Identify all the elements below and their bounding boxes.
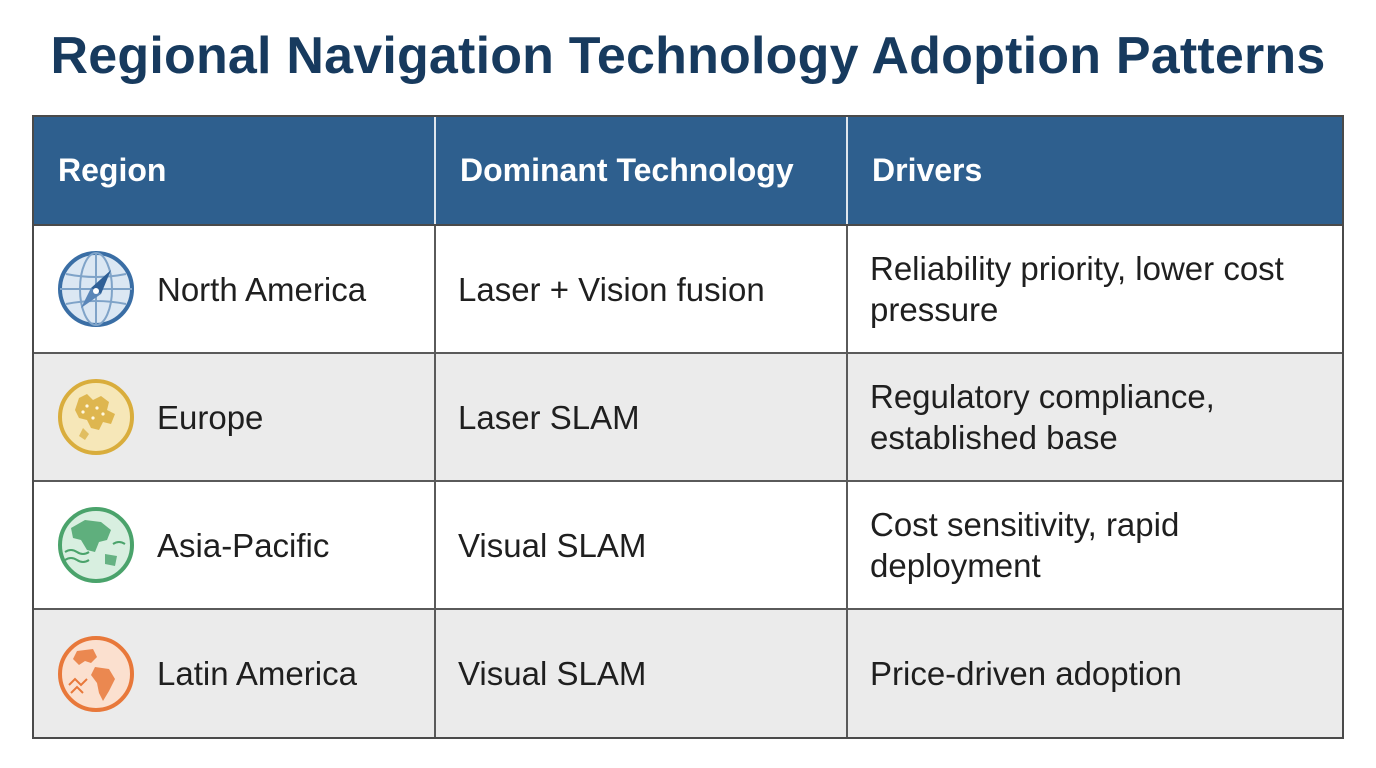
latin-america-globe-icon	[57, 635, 135, 713]
technology-cell: Visual SLAM	[435, 609, 848, 737]
europe-globe-icon	[57, 378, 135, 456]
technology-cell: Laser + Vision fusion	[435, 225, 848, 354]
region-name: Latin America	[157, 655, 357, 692]
region-cell: Latin America	[34, 609, 436, 737]
compass-globe-icon	[57, 250, 135, 328]
header-drivers: Drivers	[847, 117, 1342, 226]
region-name: Europe	[157, 398, 264, 436]
drivers-cell: Regulatory compliance, established base	[847, 353, 1342, 482]
region-cell: Europe	[34, 353, 436, 482]
table-header-row: Region Dominant Technology Drivers	[34, 117, 1342, 226]
table-row: Europe Laser SLAM Regulatory compliance,…	[34, 353, 1342, 482]
technology-cell: Laser SLAM	[435, 353, 848, 482]
technology-cell: Visual SLAM	[435, 481, 848, 610]
adoption-table-container: Region Dominant Technology Drivers	[32, 115, 1344, 739]
page-title: Regional Navigation Technology Adoption …	[50, 27, 1326, 85]
region-name: North America	[157, 270, 367, 308]
table-row: Asia-Pacific Visual SLAM Cost sensitivit…	[34, 481, 1342, 610]
header-dominant-technology: Dominant Technology	[435, 117, 848, 226]
region-cell: Asia-Pacific	[34, 481, 436, 610]
drivers-cell: Reliability priority, lower cost pressur…	[847, 225, 1342, 354]
header-region: Region	[34, 117, 436, 226]
asia-pacific-globe-icon	[57, 506, 135, 584]
region-cell: North America	[34, 225, 436, 354]
table-row: North America Laser + Vision fusion Reli…	[34, 225, 1342, 354]
table-row: Latin America Visual SLAM Price-driven a…	[34, 609, 1342, 737]
drivers-cell: Cost sensitivity, rapid deployment	[847, 481, 1342, 610]
adoption-table: Region Dominant Technology Drivers	[34, 117, 1342, 737]
region-name: Asia-Pacific	[157, 526, 330, 564]
drivers-cell: Price-driven adoption	[847, 609, 1342, 737]
